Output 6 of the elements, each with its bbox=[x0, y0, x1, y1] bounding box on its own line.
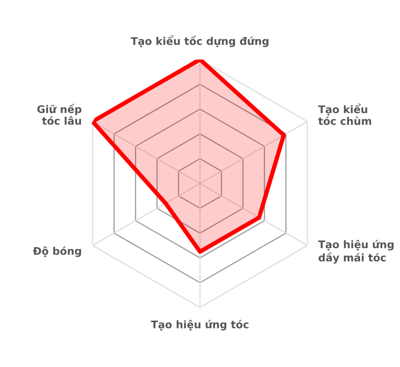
spoke-label: Tạo hiệu ứng tóc bbox=[150, 320, 248, 330]
spoke-label: Tạo hiệu ứng dầy mái tóc bbox=[318, 240, 394, 264]
spoke-label: Tạo kiểu tóc chùm bbox=[318, 104, 372, 125]
spoke-label: Giữ nếp tóc lâu bbox=[37, 104, 82, 125]
spoke-label: Tạo kiểu tốc dựng đứng bbox=[130, 35, 268, 48]
spoke-label: Độ bóng bbox=[33, 246, 81, 257]
